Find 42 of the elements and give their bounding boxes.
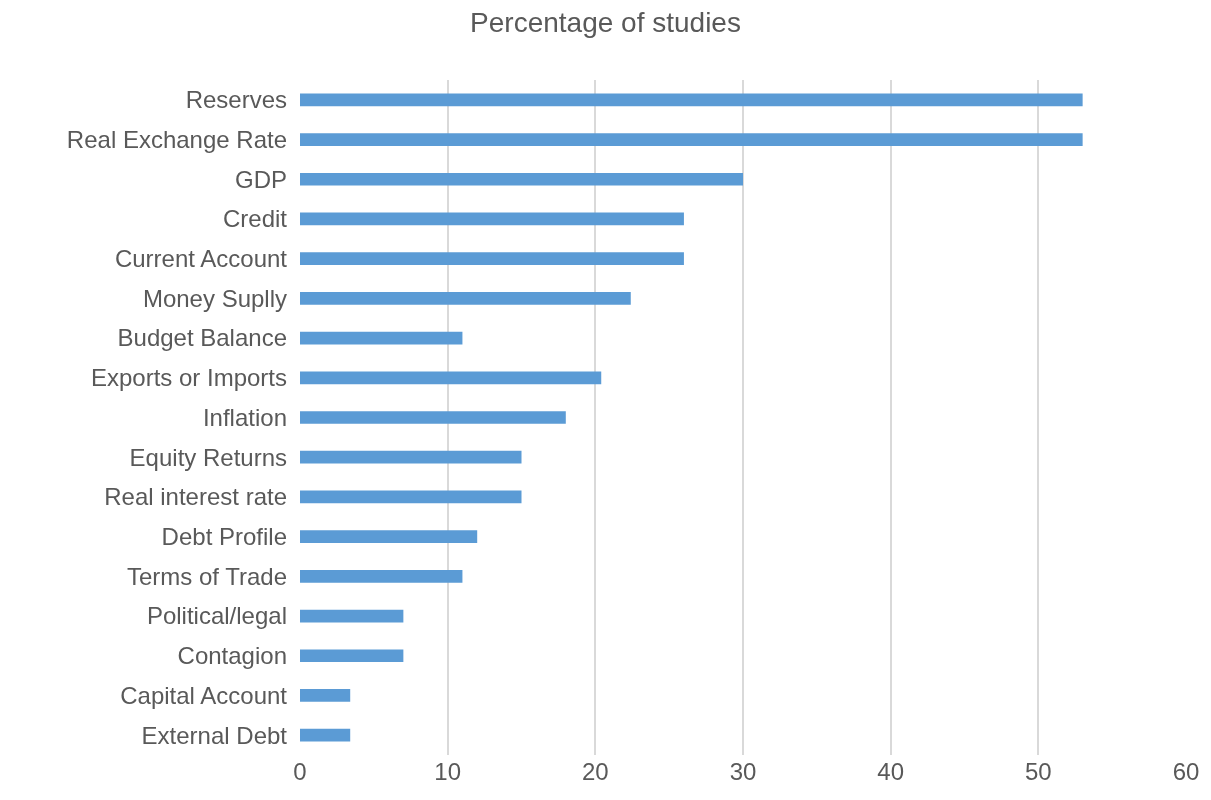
bar (300, 530, 478, 543)
y-tick-label: Budget Balance (117, 324, 287, 352)
bar (300, 490, 522, 504)
y-tick-label: Reserves (185, 86, 287, 114)
y-tick-label: GDP (234, 165, 287, 193)
x-tick-label: 10 (434, 758, 462, 785)
bar (300, 450, 522, 464)
x-tick-label: 30 (729, 758, 757, 785)
bar (300, 93, 1083, 107)
bar (300, 689, 351, 702)
bar (300, 569, 463, 583)
y-tick-label: Political/legal (146, 602, 287, 630)
x-tick-label: 20 (581, 758, 609, 785)
y-tick-label: Terms of Trade (126, 562, 287, 590)
y-tick-label: Real interest rate (104, 483, 287, 511)
y-tick-label: Real Exchange Rate (66, 125, 287, 153)
bar (300, 331, 463, 345)
y-tick-label: Contagion (177, 642, 287, 670)
y-tick-label: Current Account (114, 245, 288, 273)
chart-title: Percentage of studies (470, 6, 741, 38)
bar (300, 371, 602, 385)
bar (300, 172, 743, 186)
y-tick-label: Credit (222, 205, 288, 233)
y-tick-label: Money Suplly (142, 284, 287, 312)
x-tick-label: 60 (1172, 758, 1200, 785)
bar (300, 212, 684, 226)
bar (300, 609, 404, 623)
bar (300, 649, 404, 663)
y-tick-label: Inflation (202, 403, 287, 431)
bar (300, 292, 631, 305)
y-tick-label: Debt Profile (161, 523, 287, 551)
x-tick-label: 40 (877, 758, 905, 785)
bar (300, 133, 1083, 146)
bar (300, 252, 684, 266)
bar (300, 411, 566, 424)
y-tick-label: Equity Returns (129, 443, 287, 471)
y-tick-label: Capital Account (120, 681, 288, 709)
bar (300, 728, 351, 742)
y-tick-label: External Debt (141, 721, 288, 749)
x-tick-label: 50 (1024, 758, 1052, 785)
x-tick-label: 0 (293, 758, 307, 785)
y-tick-label: Exports or Imports (90, 364, 287, 392)
